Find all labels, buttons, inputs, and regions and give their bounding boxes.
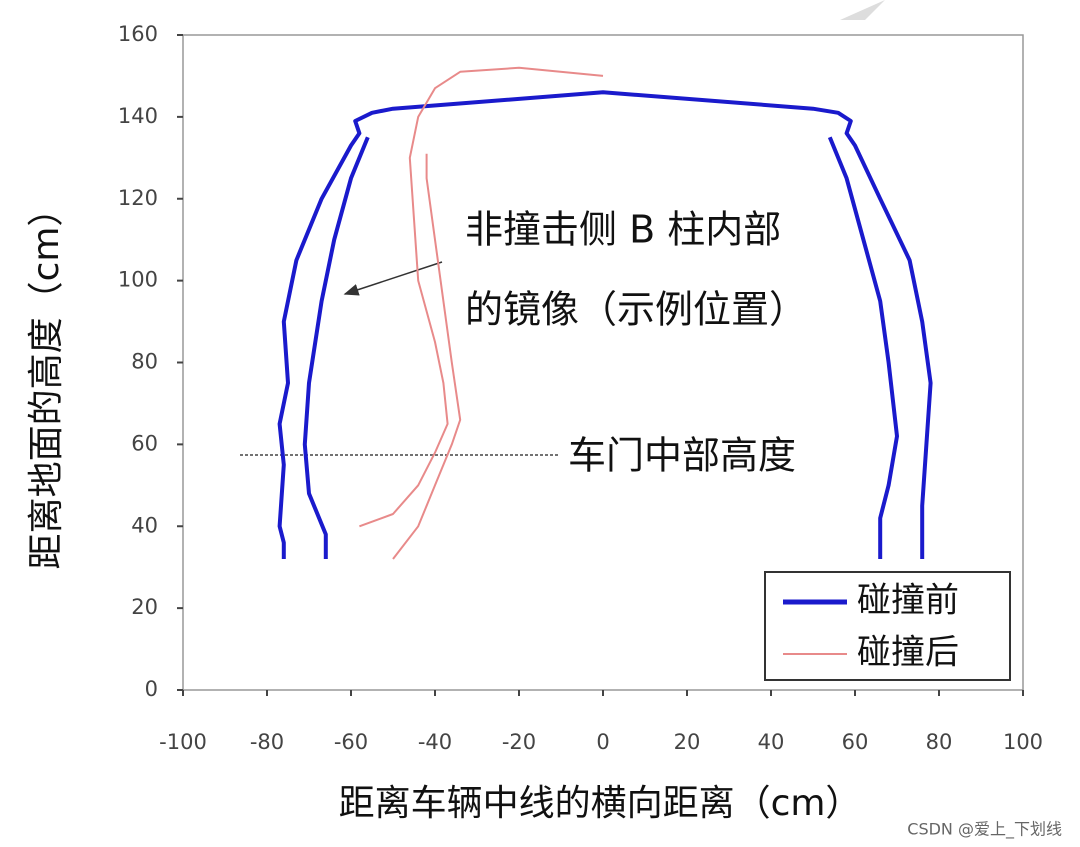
annotation: 车门中部高度 [568, 434, 796, 478]
series-line [277, 90, 933, 559]
y-tick-label: 140 [118, 104, 158, 128]
x-tick-label: 20 [674, 730, 701, 754]
legend-box [764, 571, 1011, 681]
x-tick-label: 60 [842, 730, 869, 754]
series-line [359, 66, 604, 560]
x-tick-label: 80 [926, 730, 953, 754]
y-tick-label: 160 [118, 22, 158, 46]
y-tick-label: 60 [131, 431, 158, 455]
annotation: 非撞击侧 B 柱内部 [465, 208, 781, 252]
x-tick-label: 40 [758, 730, 785, 754]
x-axis-label: 距离车辆中线的横向距离（cm） [339, 783, 862, 824]
y-tick-label: 100 [118, 268, 158, 292]
x-tick-label: 0 [596, 730, 609, 754]
x-tick-label: -20 [502, 730, 536, 754]
x-tick-label: -60 [334, 730, 368, 754]
y-axis-label: 距离地面的高度（cm） [26, 191, 67, 570]
y-tick-label: 80 [131, 350, 158, 374]
legend-label: 碰撞前 [857, 581, 959, 621]
annotation: 的镜像（示例位置） [465, 288, 807, 332]
decoration [840, 0, 885, 20]
x-tick-label: -100 [159, 730, 207, 754]
y-tick-label: 120 [118, 186, 158, 210]
y-tick-label: 20 [131, 595, 158, 619]
arrow [343, 261, 443, 296]
watermark: CSDN @爱上_下划线 [907, 820, 1062, 840]
x-tick-label: -40 [418, 730, 452, 754]
legend-label: 碰撞后 [857, 633, 959, 673]
y-tick-label: 40 [131, 513, 158, 537]
x-tick-label: -80 [250, 730, 284, 754]
y-tick-label: 0 [145, 677, 158, 701]
x-tick-label: 100 [1003, 730, 1043, 754]
